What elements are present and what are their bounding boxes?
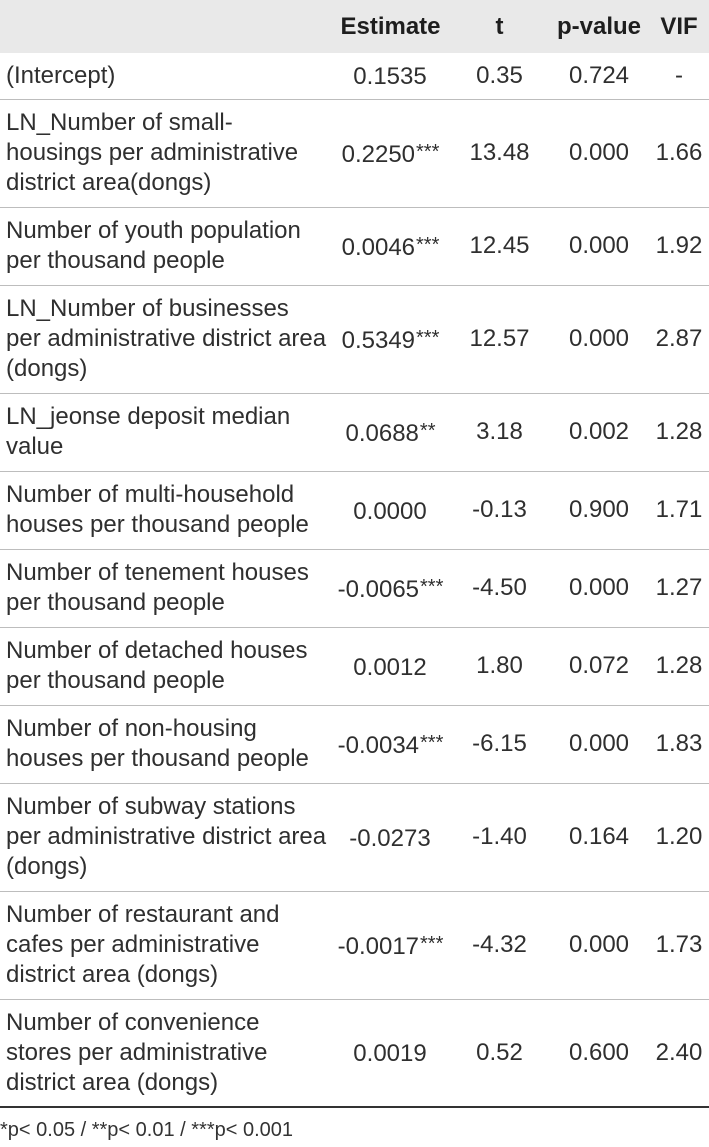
- vif-cell: 1.28: [649, 393, 709, 472]
- p-value-cell: 0.900: [549, 471, 649, 550]
- t-cell: 0.52: [450, 999, 549, 1108]
- estimate-value: 0.0000: [353, 497, 427, 525]
- estimate-value: 0.2250: [341, 140, 416, 168]
- estimate-value: 0.1535: [353, 63, 427, 91]
- table-row: LN_Number of small-housings per administ…: [0, 99, 709, 208]
- table-row: LN_jeonse deposit median value 0.0688** …: [0, 393, 709, 472]
- vif-cell: 1.27: [649, 549, 709, 628]
- regression-table: Estimate t p-value VIF (Intercept) 0.153…: [0, 0, 709, 1108]
- variable-cell: (Intercept): [0, 53, 331, 100]
- vif-cell: 1.71: [649, 471, 709, 550]
- estimate-value: -0.0017: [337, 932, 420, 960]
- estimate-cell: -0.0065***: [331, 549, 450, 628]
- p-value-cell: 0.000: [549, 99, 649, 208]
- significance-stars: ***: [420, 575, 444, 598]
- header-estimate: Estimate: [340, 12, 441, 40]
- table-row: Number of tenement houses per thousand p…: [0, 549, 709, 628]
- estimate-cell: 0.0688**: [331, 393, 450, 472]
- estimate-cell: 0.2250***: [331, 99, 450, 208]
- significance-stars: ***: [416, 233, 440, 256]
- vif-cell: 1.83: [649, 705, 709, 784]
- variable-cell: Number of multi-household houses per tho…: [0, 471, 331, 550]
- t-cell: 3.18: [450, 393, 549, 472]
- variable-cell: Number of restaurant and cafes per admin…: [0, 891, 331, 1000]
- p-value-cell: 0.600: [549, 999, 649, 1108]
- p-value-cell: 0.002: [549, 393, 649, 472]
- t-cell: 0.35: [450, 53, 549, 100]
- t-cell: -4.32: [450, 891, 549, 1000]
- table-row: Number of non-housing houses per thousan…: [0, 705, 709, 784]
- estimate-value: 0.0046: [341, 233, 416, 261]
- table-row: LN_Number of businesses per administrati…: [0, 285, 709, 394]
- vif-cell: 1.92: [649, 207, 709, 286]
- table-row: Number of multi-household houses per tho…: [0, 471, 709, 550]
- significance-stars: **: [419, 419, 436, 442]
- t-cell: 12.45: [450, 207, 549, 286]
- table-row: Number of subway stations per administra…: [0, 783, 709, 892]
- t-cell: -4.50: [450, 549, 549, 628]
- estimate-cell: -0.0017***: [331, 891, 450, 1000]
- estimate-cell: 0.1535: [331, 53, 450, 100]
- vif-cell: 1.20: [649, 783, 709, 892]
- p-value-cell: 0.072: [549, 627, 649, 706]
- header-p-value: p-value: [556, 12, 642, 40]
- estimate-value: 0.0688: [345, 419, 419, 447]
- estimate-value: 0.0019: [353, 1040, 427, 1068]
- header-row: Estimate t p-value VIF: [0, 0, 709, 53]
- p-value-cell: 0.724: [549, 53, 649, 100]
- estimate-cell: 0.0046***: [331, 207, 450, 286]
- variable-cell: Number of youth population per thousand …: [0, 207, 331, 286]
- variable-cell: LN_Number of businesses per administrati…: [0, 285, 331, 394]
- vif-cell: -: [649, 53, 709, 100]
- variable-cell: LN_jeonse deposit median value: [0, 393, 331, 472]
- table-row: Number of convenience stores per adminis…: [0, 999, 709, 1108]
- t-cell: -1.40: [450, 783, 549, 892]
- p-value-cell: 0.000: [549, 285, 649, 394]
- t-cell: 13.48: [450, 99, 549, 208]
- estimate-cell: -0.0273: [331, 783, 450, 892]
- header-variable: [0, 0, 331, 53]
- estimate-value: 0.5349: [341, 326, 416, 354]
- significance-stars: ***: [416, 326, 440, 349]
- variable-cell: Number of subway stations per administra…: [0, 783, 331, 892]
- vif-cell: 1.73: [649, 891, 709, 1000]
- vif-cell: 2.40: [649, 999, 709, 1108]
- significance-stars: ***: [420, 731, 444, 754]
- estimate-cell: 0.0019: [331, 999, 450, 1108]
- header-t: t: [495, 12, 504, 40]
- estimate-cell: 0.5349***: [331, 285, 450, 394]
- estimate-value: -0.0065: [337, 575, 420, 603]
- estimate-cell: 0.0000: [331, 471, 450, 550]
- estimate-value: 0.0012: [353, 653, 427, 681]
- p-value-cell: 0.000: [549, 549, 649, 628]
- significance-stars: ***: [420, 932, 444, 955]
- t-cell: -0.13: [450, 471, 549, 550]
- variable-cell: Number of non-housing houses per thousan…: [0, 705, 331, 784]
- estimate-cell: 0.0012: [331, 627, 450, 706]
- p-value-cell: 0.164: [549, 783, 649, 892]
- variable-cell: Number of tenement houses per thousand p…: [0, 549, 331, 628]
- table-row: Number of detached houses per thousand p…: [0, 627, 709, 706]
- estimate-value: -0.0034: [337, 731, 420, 759]
- significance-footnote: *p< 0.05 / **p< 0.01 / ***p< 0.001: [0, 1119, 294, 1141]
- t-cell: -6.15: [450, 705, 549, 784]
- estimate-value: -0.0273: [349, 824, 431, 852]
- variable-cell: Number of detached houses per thousand p…: [0, 627, 331, 706]
- estimate-cell: -0.0034***: [331, 705, 450, 784]
- variable-cell: Number of convenience stores per adminis…: [0, 999, 331, 1108]
- vif-cell: 1.28: [649, 627, 709, 706]
- header-vif: VIF: [660, 12, 698, 40]
- vif-cell: 2.87: [649, 285, 709, 394]
- p-value-cell: 0.000: [549, 891, 649, 1000]
- t-cell: 12.57: [450, 285, 549, 394]
- p-value-cell: 0.000: [549, 207, 649, 286]
- t-cell: 1.80: [450, 627, 549, 706]
- p-value-cell: 0.000: [549, 705, 649, 784]
- table-row: (Intercept) 0.1535 0.35 0.724 -: [0, 53, 709, 100]
- table-row: Number of youth population per thousand …: [0, 207, 709, 286]
- significance-stars: ***: [416, 140, 440, 163]
- vif-cell: 1.66: [649, 99, 709, 208]
- variable-cell: LN_Number of small-housings per administ…: [0, 99, 331, 208]
- table-row: Number of restaurant and cafes per admin…: [0, 891, 709, 1000]
